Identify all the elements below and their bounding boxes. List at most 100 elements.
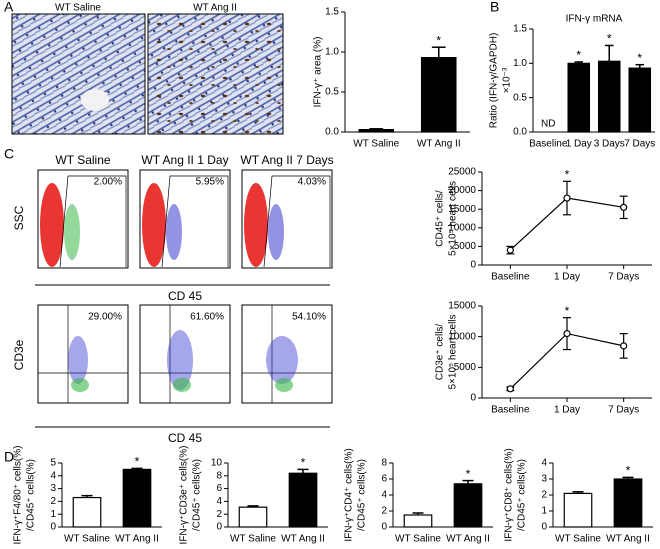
significance: * [135, 455, 140, 469]
chart-title: IFN-γ mRNA [566, 14, 623, 25]
x-tick-label: 7 Days [624, 139, 655, 150]
value-label: ND [541, 119, 555, 130]
y-tick-label: 2 [541, 490, 547, 501]
y-axis-label: IFN-γ⁺ area (%) [313, 37, 324, 108]
flow-population [40, 183, 64, 267]
x-tick-label: WT Saline [353, 139, 399, 150]
x-tick-label: WT Ang II [281, 534, 325, 545]
micrograph [11, 13, 146, 135]
bar [238, 506, 268, 528]
y-tick-label: 1 [50, 509, 56, 520]
y-tick-label: 6 [381, 474, 387, 485]
micrograph-vessel [81, 89, 109, 111]
y-axis-label: IFN-γ⁺CD8⁺ cells(%) [504, 448, 515, 541]
x-tick-label: WT Saline [555, 534, 601, 545]
x-tick-label: Baseline [529, 139, 568, 150]
flow-population [68, 336, 88, 384]
y-tick-label: 10000 [448, 331, 476, 342]
flow-population [64, 204, 80, 260]
bar [453, 483, 483, 528]
flow-population [268, 204, 284, 260]
y-axis-label: /CD45⁺ cells(%) [357, 459, 368, 531]
y-tick-label: 2 [381, 506, 387, 517]
y-axis-label: /CD45⁺ cells(%) [517, 459, 528, 531]
flow-x-label: CD 45 [168, 431, 202, 445]
flow-percent: 4.03% [298, 177, 326, 188]
x-tick-label: WT Ang II [417, 139, 461, 150]
y-axis-label: IFN-γ⁺CD4⁺ cells(%) [344, 448, 355, 541]
y-axis-label: CD3e⁺ cells/ [435, 324, 446, 381]
bar [420, 56, 457, 133]
flow-title: WT Saline [55, 153, 110, 167]
x-tick-label: WT Saline [64, 534, 110, 545]
flow-gate [59, 175, 127, 268]
y-tick-label: 4 [50, 470, 56, 481]
flow-population [244, 183, 268, 267]
y-tick-label: 1.5 [325, 7, 339, 18]
x-tick-label: 7 Days [608, 272, 639, 283]
x-tick-label: 1 Day [554, 272, 580, 283]
y-tick-label: 3 [541, 474, 547, 485]
y-tick-label: 8 [381, 458, 387, 469]
significance: * [436, 33, 441, 47]
bar [628, 67, 652, 133]
flow-gate [161, 175, 229, 268]
panel-label: C [4, 146, 14, 162]
x-tick-label: WT Saline [230, 534, 276, 545]
y-tick-label: 6 [216, 483, 222, 494]
flow-percent: 2.00% [94, 177, 122, 188]
flow-population [266, 336, 298, 384]
y-tick-label: 1.0 [513, 58, 527, 69]
point [506, 385, 514, 393]
y-tick-label: 0.0 [325, 127, 339, 138]
y-tick-label: 2 [216, 509, 222, 520]
y-tick-label: 0 [470, 260, 476, 271]
point [506, 246, 514, 254]
point [563, 330, 571, 338]
y-tick-label: 10 [211, 458, 223, 469]
flow-title: WT Ang II 7 Days [240, 153, 333, 167]
y-tick-label: 10000 [448, 222, 476, 233]
y-tick-label: 5000 [454, 362, 477, 373]
bar [122, 468, 152, 528]
flow-percent: 5.95% [196, 177, 224, 188]
micrograph-stain [148, 14, 283, 134]
x-tick-label: Baseline [491, 272, 530, 283]
y-axis-label: Ratio (IFN-γ/GAPDH) [489, 33, 500, 129]
y-tick-label: 15000 [448, 301, 476, 312]
y-tick-label: 0.5 [325, 87, 339, 98]
y-axis-label: /CD45⁺ cells(%) [192, 459, 203, 531]
micrograph-label: WT Ang II [193, 3, 237, 14]
panel-label: A [4, 0, 14, 15]
x-tick-label: 7 Days [608, 405, 639, 416]
y-tick-label: 20000 [448, 185, 476, 196]
significance: * [576, 48, 581, 62]
x-tick-label: 1 Day [566, 139, 592, 150]
y-axis-label: 5×10⁵ heart cells [448, 314, 459, 389]
point [620, 203, 628, 211]
y-tick-label: 0 [50, 522, 56, 533]
y-tick-label: 4 [381, 490, 387, 501]
bar [613, 478, 643, 528]
panel-label: B [490, 0, 499, 15]
bar [358, 129, 395, 133]
y-tick-label: 0 [381, 522, 387, 533]
bar [288, 472, 318, 528]
y-tick-label: 0.0 [513, 127, 527, 138]
flow-gate [263, 175, 331, 268]
y-tick-label: 8 [216, 470, 222, 481]
flow-population [142, 183, 166, 267]
flow-population [71, 378, 89, 392]
y-tick-label: 4 [216, 496, 222, 507]
x-tick-label: WT Ang II [115, 534, 159, 545]
significance: * [565, 167, 570, 181]
bar [597, 60, 621, 133]
y-tick-label: 0 [470, 393, 476, 404]
y-axis-label: 5×10⁵ heart cells [448, 181, 459, 256]
point [620, 342, 628, 350]
bar [72, 496, 102, 528]
x-tick-label: WT Saline [395, 534, 441, 545]
y-tick-label: 1.5 [513, 24, 527, 35]
bar [403, 514, 433, 528]
x-tick-label: Baseline [491, 405, 530, 416]
